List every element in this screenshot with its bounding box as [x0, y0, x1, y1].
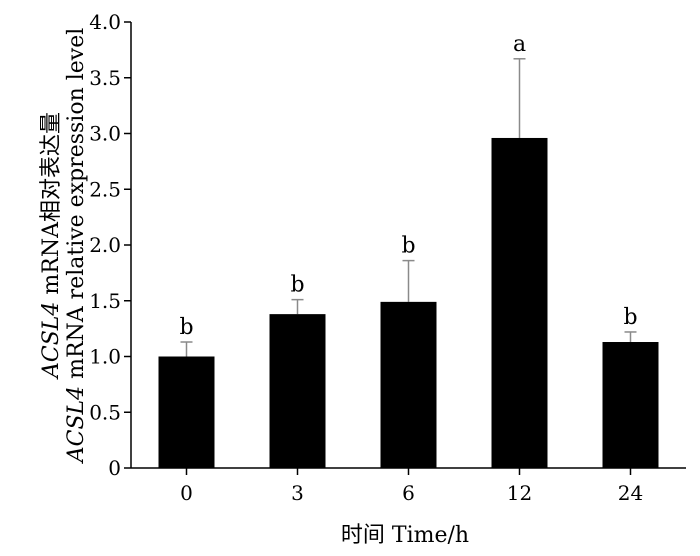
significance-label: b [623, 305, 637, 330]
x-tick-label: 3 [291, 481, 304, 505]
y-tick-label: 2.0 [89, 233, 121, 257]
significance-label: b [179, 315, 193, 340]
y-axis-title-line1-rest: mRNA相对表达量 [39, 112, 64, 302]
x-tick-label: 12 [507, 481, 532, 505]
y-axis-title-line2: ACSL4 mRNA relative expression level [64, 28, 89, 465]
significance-label: b [290, 273, 304, 298]
y-tick-label: 0.5 [89, 400, 121, 424]
significance-label: b [401, 234, 415, 259]
bar [158, 356, 215, 468]
y-tick-label: 4.0 [89, 10, 121, 34]
y-axis-title-line2-rest: mRNA relative expression level [64, 28, 89, 386]
y-tick-label: 3.5 [89, 66, 121, 90]
x-tick-label: 0 [180, 481, 193, 505]
y-axis-title-line2-italic: ACSL4 [64, 386, 89, 464]
y-axis-title: ACSL4 mRNA相对表达量 ACSL4 mRNA relative expr… [39, 28, 89, 465]
y-tick-label: 1.0 [89, 345, 121, 369]
bar [380, 301, 437, 468]
bar [491, 137, 548, 468]
bar [602, 342, 659, 468]
x-tick-label: 24 [618, 481, 643, 505]
x-axis-title: 时间 Time/h [341, 523, 469, 548]
bar [269, 314, 326, 468]
significance-label: a [513, 32, 526, 57]
y-axis-title-line1: ACSL4 mRNA相对表达量 [39, 112, 64, 380]
y-axis-title-line1-italic: ACSL4 [39, 302, 64, 380]
y-tick-label: 3.0 [89, 122, 121, 146]
y-tick-label: 2.5 [89, 177, 121, 201]
y-tick-label: 1.5 [89, 289, 121, 313]
x-tick-label: 6 [402, 481, 415, 505]
plot-area: 0 0.5 1.0 1.5 2.0 2.5 3.0 3.5 4.0 0 b 3 b 6 b 12 a 24 b [89, 10, 686, 505]
y-tick-label: 0 [108, 456, 121, 480]
